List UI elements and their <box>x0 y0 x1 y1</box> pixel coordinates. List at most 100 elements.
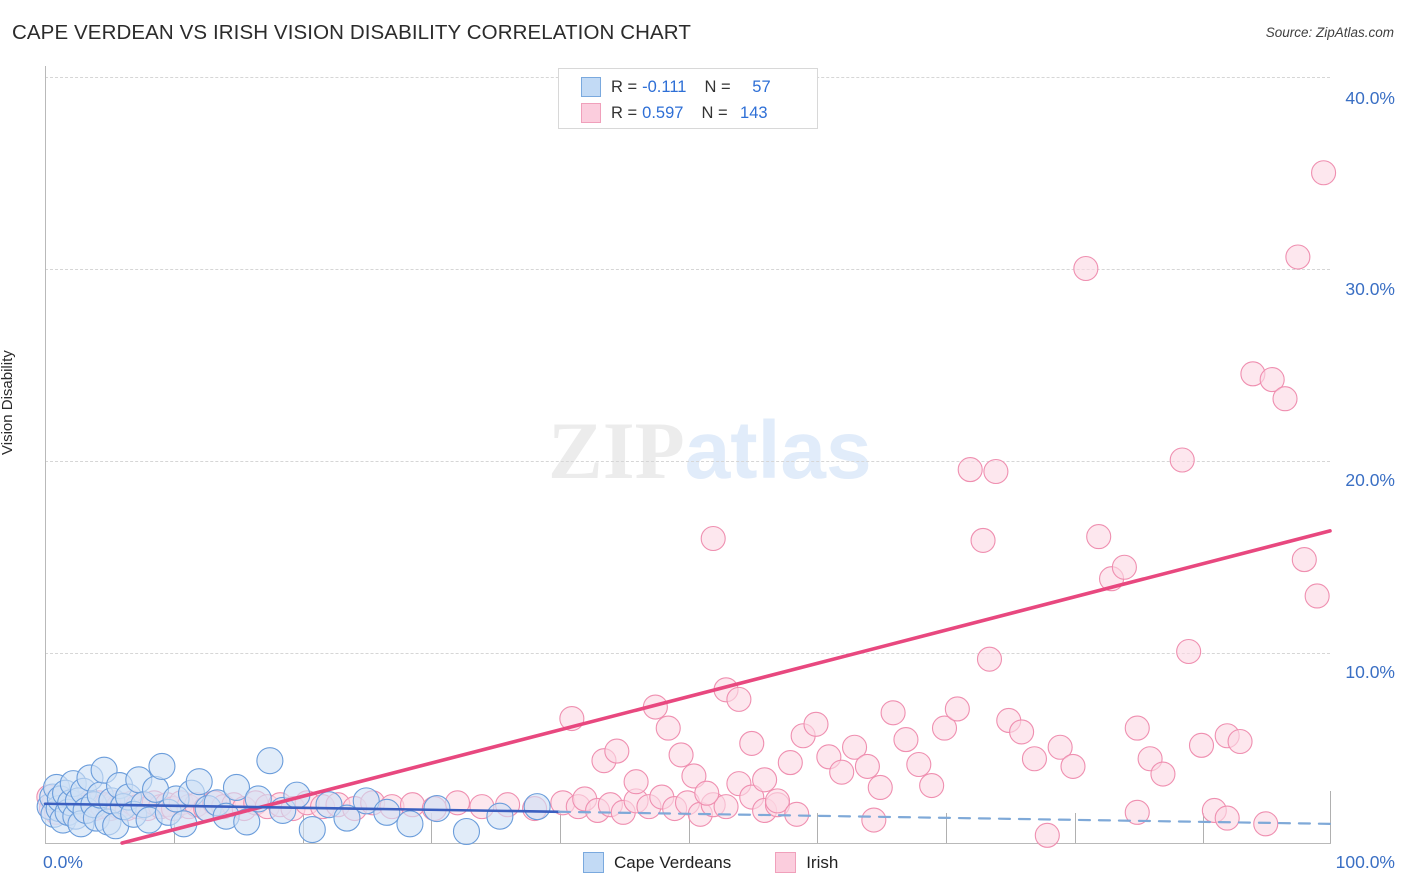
page-title: CAPE VERDEAN VS IRISH VISION DISABILITY … <box>12 21 691 44</box>
x-tick-7 <box>946 813 947 843</box>
cape-verdean-point-group <box>36 747 551 846</box>
data-point <box>983 458 1009 485</box>
data-point <box>452 817 481 846</box>
data-point <box>1311 160 1337 186</box>
y-axis-line <box>45 66 46 844</box>
data-point <box>739 730 765 756</box>
x-tick-3 <box>431 813 432 843</box>
gridline-10 <box>45 653 1330 654</box>
data-point <box>185 768 213 796</box>
source-attribution: Source: ZipAtlas.com <box>1265 25 1394 40</box>
data-point <box>880 700 906 726</box>
r-value-blue: -0.111 <box>642 77 687 96</box>
data-point <box>148 752 176 780</box>
data-point <box>1304 583 1330 609</box>
x-tick-5 <box>689 813 690 843</box>
data-point <box>333 804 361 832</box>
trendline-group <box>43 529 1332 845</box>
data-point <box>256 747 284 775</box>
gridline-30 <box>45 269 1330 270</box>
data-point <box>1169 447 1195 473</box>
n-label-pink: N = <box>701 103 728 122</box>
data-point <box>668 742 694 768</box>
data-point <box>944 696 970 722</box>
y-tick-label-30: 30.0% <box>1345 279 1395 299</box>
data-point <box>486 802 514 830</box>
data-point <box>1272 386 1298 412</box>
data-point <box>681 763 707 789</box>
stats-row-cape-verdeans: R = -0.111 N = 57 <box>581 74 817 100</box>
data-point <box>970 527 996 553</box>
data-point <box>906 751 932 778</box>
x-axis-line <box>45 843 1331 844</box>
data-point <box>976 646 1003 672</box>
r-label-pink: R = <box>611 103 638 122</box>
data-point <box>222 773 251 802</box>
irish-point-group <box>36 160 1337 848</box>
data-point <box>931 715 958 741</box>
data-point <box>623 769 649 795</box>
x-tick-10 <box>1330 791 1331 843</box>
r-value-pink: 0.597 <box>642 103 684 122</box>
data-point <box>373 798 401 826</box>
data-point <box>1188 732 1215 758</box>
series-swatch-cape-verdeans-icon[interactable] <box>583 852 604 873</box>
data-point <box>713 794 739 820</box>
data-point <box>777 750 803 776</box>
data-point <box>700 525 726 552</box>
data-point <box>298 816 326 844</box>
data-point <box>854 753 880 779</box>
data-point <box>841 734 868 760</box>
x-tick-label-min: 0.0% <box>43 852 83 872</box>
x-tick-4 <box>560 813 561 843</box>
data-point <box>861 807 887 833</box>
trendline-irish <box>120 529 1332 845</box>
data-point <box>1034 822 1060 848</box>
data-point <box>1291 547 1317 573</box>
data-point <box>523 793 551 821</box>
series-legend: Cape Verdeans Irish <box>583 852 838 873</box>
data-point <box>1021 746 1047 772</box>
n-value-blue: 57 <box>752 77 771 96</box>
trendline-cape-verdeans-solid <box>43 802 561 814</box>
y-tick-label-40: 40.0% <box>1345 88 1395 108</box>
x-tick-9 <box>1203 813 1204 843</box>
data-point <box>829 759 855 785</box>
data-point <box>604 738 630 764</box>
data-point <box>1111 554 1137 580</box>
data-point <box>1227 728 1253 755</box>
data-point <box>1073 255 1099 282</box>
series-label-irish[interactable]: Irish <box>806 852 839 872</box>
data-point <box>1124 715 1150 741</box>
r-label-blue: R = <box>611 77 638 96</box>
series-label-cape-verdeans[interactable]: Cape Verdeans <box>614 852 732 872</box>
data-point <box>1086 524 1112 550</box>
data-point <box>1060 753 1086 779</box>
y-tick-label-10: 10.0% <box>1345 662 1395 682</box>
legend-swatch-pink-icon <box>581 103 601 123</box>
data-point <box>655 715 681 741</box>
data-point <box>726 686 752 712</box>
data-point <box>764 788 791 814</box>
series-swatch-irish-icon[interactable] <box>775 852 797 873</box>
n-label-blue: N = <box>704 77 731 96</box>
data-point <box>957 457 983 483</box>
data-point <box>893 727 919 753</box>
data-point <box>1047 734 1073 760</box>
stats-legend: R = -0.111 N = 57 R = 0.597 N = 143 <box>558 68 818 129</box>
x-tick-6 <box>817 813 818 843</box>
data-point <box>1259 367 1285 393</box>
legend-swatch-blue-icon <box>581 77 601 97</box>
data-point <box>752 767 778 793</box>
data-point <box>396 810 424 838</box>
trendline-cape-verdeans-dashed <box>557 810 1332 825</box>
data-point <box>694 780 720 806</box>
data-point <box>1124 799 1150 825</box>
data-point <box>803 711 829 737</box>
data-point <box>867 774 893 801</box>
y-tick-label-20: 20.0% <box>1345 470 1395 490</box>
data-point <box>784 801 810 827</box>
x-tick-8 <box>1075 813 1076 843</box>
data-point <box>1009 719 1035 745</box>
